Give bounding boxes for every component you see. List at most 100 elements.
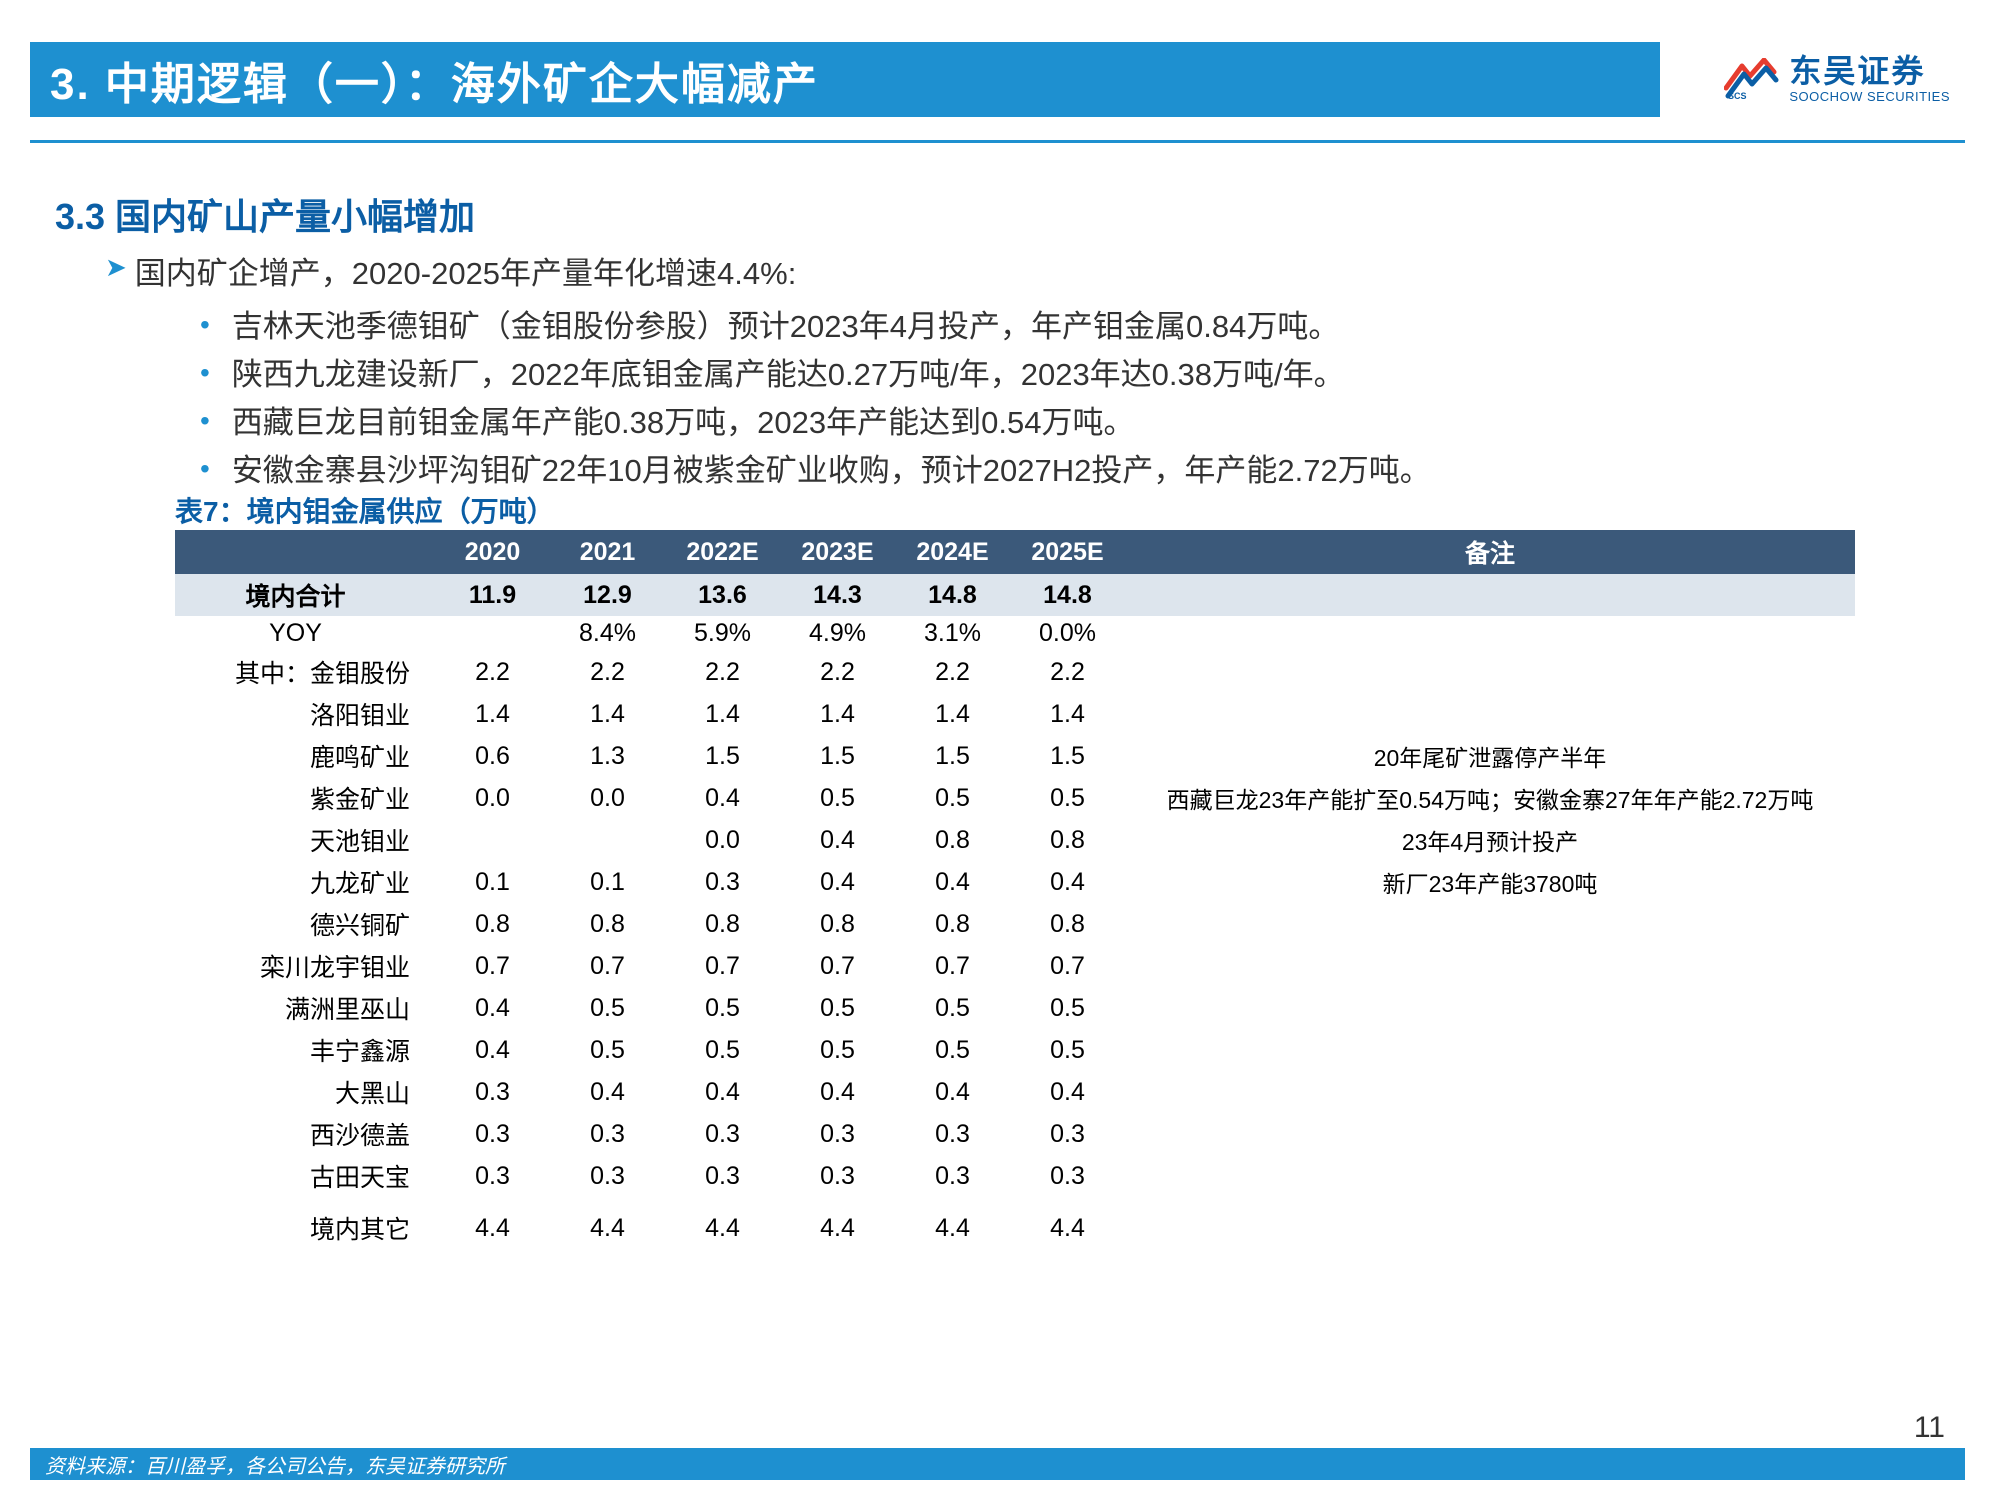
- cell: 0.4: [780, 1071, 895, 1113]
- cell: 0.7: [665, 945, 780, 987]
- row-label: 栾川龙宇钼业: [175, 945, 435, 987]
- col-header: [175, 530, 435, 574]
- note-cell: [1125, 693, 1855, 735]
- footer-source: 资料来源：百川盈孚，各公司公告，东吴证券研究所: [30, 1448, 1965, 1480]
- row-label: 境内其它: [175, 1207, 435, 1249]
- cell: 0.4: [1010, 1071, 1125, 1113]
- note-cell: [1125, 616, 1855, 651]
- logo-text-cn: 东吴证券: [1789, 55, 1950, 87]
- cell: 0.4: [550, 1071, 665, 1113]
- cell: 1.5: [1010, 735, 1125, 777]
- cell: 0.4: [435, 1029, 550, 1071]
- cell: 14.8: [895, 574, 1010, 616]
- cell: 1.4: [895, 693, 1010, 735]
- cell: 1.4: [665, 693, 780, 735]
- note-cell: [1125, 1071, 1855, 1113]
- arrow-icon: ➤: [105, 252, 127, 283]
- cell: 1.4: [1010, 693, 1125, 735]
- cell: 2.2: [895, 651, 1010, 693]
- cell: 0.4: [895, 861, 1010, 903]
- logo-mark-icon: SCS: [1724, 58, 1779, 100]
- row-label: YOY: [175, 616, 435, 651]
- note-cell: [1125, 945, 1855, 987]
- cell: 0.3: [435, 1113, 550, 1155]
- cell: 14.3: [780, 574, 895, 616]
- cell: 14.8: [1010, 574, 1125, 616]
- cell: 0.3: [895, 1155, 1010, 1197]
- row-label: 紫金矿业: [175, 777, 435, 819]
- cell: 3.1%: [895, 616, 1010, 651]
- cell: 0.4: [895, 1071, 1010, 1113]
- note-cell: [1125, 651, 1855, 693]
- cell: 0.5: [895, 777, 1010, 819]
- cell: 0.5: [665, 1029, 780, 1071]
- cell: 4.4: [895, 1207, 1010, 1249]
- row-label: 天池钼业: [175, 819, 435, 861]
- section-heading: 3.3 国内矿山产量小幅增加: [55, 188, 475, 240]
- cell: 0.3: [435, 1155, 550, 1197]
- cell: 4.4: [665, 1207, 780, 1249]
- horizontal-rule: [30, 140, 1965, 143]
- note-cell: [1125, 1029, 1855, 1071]
- col-header: 2021: [550, 530, 665, 574]
- cell: [435, 819, 550, 861]
- note-cell: 新厂23年产能3780吨: [1125, 861, 1855, 903]
- cell: 0.1: [435, 861, 550, 903]
- supply-table: 202020212022E2023E2024E2025E备注境内合计11.912…: [175, 530, 1855, 1249]
- cell: 2.2: [550, 651, 665, 693]
- cell: 0.5: [895, 1029, 1010, 1071]
- cell: [435, 616, 550, 651]
- cell: 4.4: [550, 1207, 665, 1249]
- cell: 0.0: [435, 777, 550, 819]
- cell: 0.4: [780, 861, 895, 903]
- cell: 0.7: [895, 945, 1010, 987]
- cell: 4.9%: [780, 616, 895, 651]
- cell: 2.2: [435, 651, 550, 693]
- cell: 0.5: [780, 1029, 895, 1071]
- cell: 0.0%: [1010, 616, 1125, 651]
- cell: 0.3: [435, 1071, 550, 1113]
- table-caption: 表7：境内钼金属供应（万吨）: [175, 490, 555, 530]
- row-label: 古田天宝: [175, 1155, 435, 1197]
- cell: 12.9: [550, 574, 665, 616]
- cell: 0.5: [550, 987, 665, 1029]
- cell: 0.8: [1010, 819, 1125, 861]
- cell: 1.3: [550, 735, 665, 777]
- cell: 0.4: [435, 987, 550, 1029]
- cell: 0.7: [1010, 945, 1125, 987]
- cell: 0.8: [665, 903, 780, 945]
- col-header: 2022E: [665, 530, 780, 574]
- page-number: 11: [1914, 1411, 1945, 1445]
- lead-text: 国内矿企增产，2020-2025年产量年化增速4.4%:: [135, 248, 797, 293]
- row-label: 丰宁鑫源: [175, 1029, 435, 1071]
- note-cell: 西藏巨龙23年产能扩至0.54万吨；安徽金寨27年年产能2.72万吨: [1125, 777, 1855, 819]
- cell: 2.2: [1010, 651, 1125, 693]
- cell: 0.5: [1010, 777, 1125, 819]
- bullet-text: 安徽金寨县沙坪沟钼矿22年10月被紫金矿业收购，预计2027H2投产，年产能2.…: [232, 447, 1431, 495]
- cell: 0.3: [780, 1155, 895, 1197]
- cell: 0.7: [780, 945, 895, 987]
- cell: 0.4: [780, 819, 895, 861]
- cell: 0.4: [665, 777, 780, 819]
- col-header: 备注: [1125, 530, 1855, 574]
- cell: 0.4: [665, 1071, 780, 1113]
- bullet-icon: •: [200, 447, 210, 495]
- cell: 0.6: [435, 735, 550, 777]
- row-label: 其中：金钼股份: [175, 651, 435, 693]
- cell: 0.4: [1010, 861, 1125, 903]
- col-header: 2024E: [895, 530, 1010, 574]
- title-bar: 3. 中期逻辑（一）：海外矿企大幅减产: [30, 42, 1660, 117]
- cell: 1.4: [780, 693, 895, 735]
- svg-text:SCS: SCS: [1728, 91, 1747, 100]
- note-cell: [1125, 574, 1855, 616]
- cell: 0.3: [665, 1113, 780, 1155]
- cell: 0.3: [665, 861, 780, 903]
- note-cell: [1125, 1155, 1855, 1197]
- content-block: ➤ 国内矿企增产，2020-2025年产量年化增速4.4%: •吉林天池季德钼矿…: [105, 248, 1865, 495]
- cell: 0.7: [435, 945, 550, 987]
- bullet-text: 陕西九龙建设新厂，2022年底钼金属产能达0.27万吨/年，2023年达0.38…: [232, 351, 1345, 399]
- cell: 0.5: [1010, 1029, 1125, 1071]
- note-cell: [1125, 1207, 1855, 1249]
- row-label: 九龙矿业: [175, 861, 435, 903]
- row-label: 境内合计: [175, 574, 435, 616]
